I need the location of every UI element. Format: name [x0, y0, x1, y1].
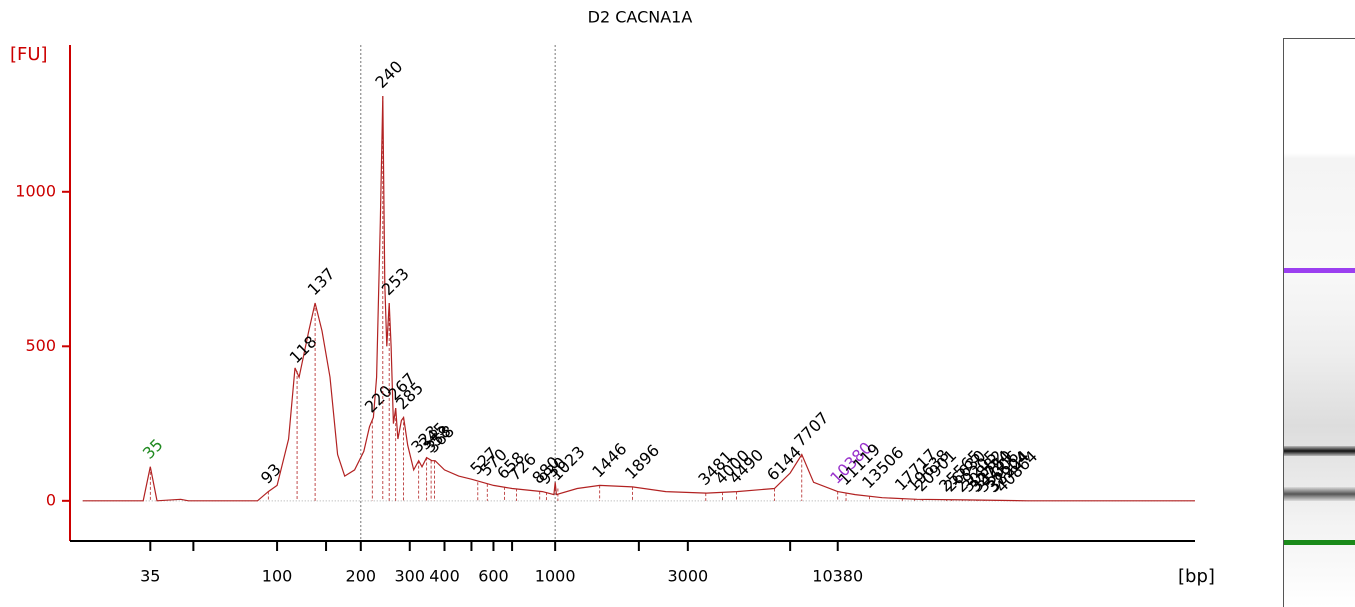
x-tick-label: 35 — [140, 567, 160, 586]
peak-label: 1896 — [621, 441, 663, 483]
peak-label: 137 — [304, 264, 339, 299]
x-tick-label: 300 — [394, 567, 425, 586]
x-tick-label: 600 — [478, 567, 509, 586]
y-tick-label: 1000 — [15, 181, 56, 200]
gel-lane — [1283, 38, 1355, 607]
x-tick-label: 200 — [346, 567, 377, 586]
peak-label: 7707 — [790, 408, 832, 450]
x-tick-label: 3000 — [667, 567, 708, 586]
x-tick-label: 10380 — [812, 567, 863, 586]
y-axis-label: [FU] — [10, 44, 48, 65]
electropherogram: D2 CACNA1A [FU] [bp] 0 500 1000 35 100 200 300… — [10, 8, 1215, 588]
upper-marker-band — [1284, 268, 1355, 273]
y-tick-label: 500 — [25, 336, 56, 355]
lower-marker-band — [1284, 540, 1355, 545]
y-tick-label: 0 — [46, 490, 56, 509]
peak-label: 93 — [257, 460, 285, 488]
trace — [82, 95, 1195, 502]
peak-label: 35 — [139, 435, 167, 463]
x-axis-label: [bp] — [1178, 566, 1215, 587]
band — [1284, 446, 1355, 456]
peak-label: 6144 — [763, 442, 805, 484]
x-tick-label: 1000 — [535, 567, 576, 586]
band — [1284, 487, 1355, 501]
x-tick-label: 100 — [262, 567, 293, 586]
peak-label: 1446 — [588, 439, 630, 481]
peak-label: 4490 — [725, 445, 767, 487]
x-tick-label: 400 — [429, 567, 460, 586]
peak-label: 240 — [371, 57, 406, 92]
chart-title: D2 CACNA1A — [588, 8, 693, 27]
peak-label: 1023 — [546, 442, 588, 484]
